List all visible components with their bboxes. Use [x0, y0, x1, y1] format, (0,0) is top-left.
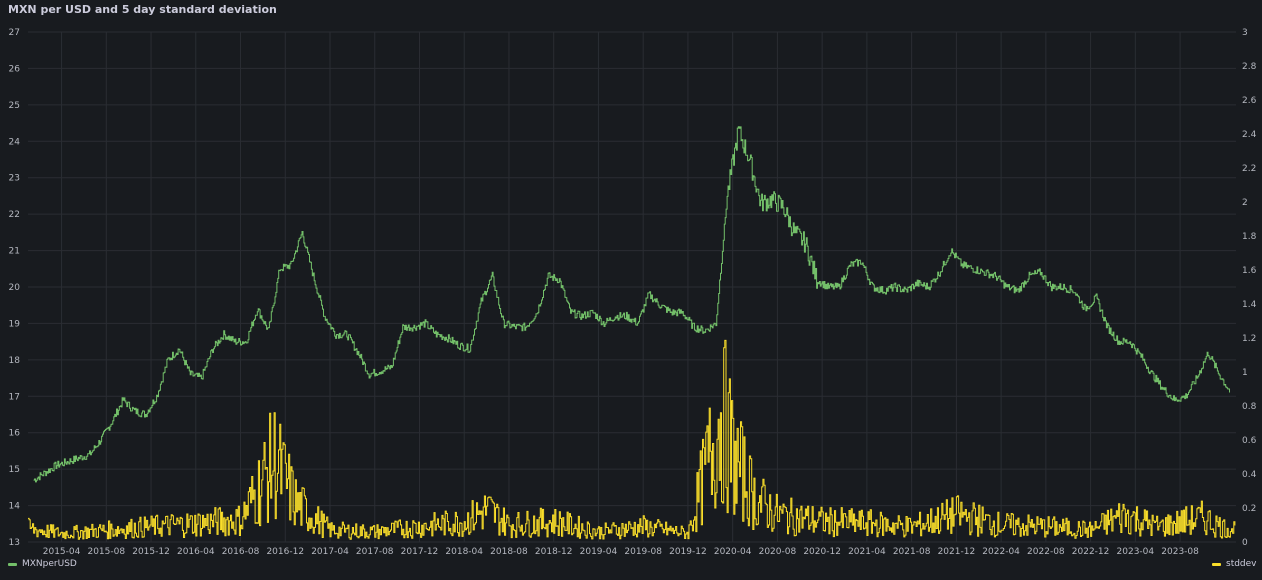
x-tick-label: 2021-08 [893, 547, 931, 557]
right-tick-label: 0.2 [1242, 504, 1256, 514]
right-tick-label: 3 [1242, 28, 1248, 38]
x-tick-label: 2023-08 [1161, 547, 1199, 557]
legend-label-stddev: stddev [1226, 559, 1257, 569]
x-tick-label: 2015-12 [132, 547, 170, 557]
right-tick-label: 2.6 [1242, 96, 1257, 106]
right-tick-label: 1.6 [1242, 266, 1257, 276]
x-tick-label: 2016-04 [177, 547, 215, 557]
series-layer [28, 126, 1236, 540]
x-tick-label: 2022-08 [1027, 547, 1065, 557]
legend-item-mxnperusd[interactable]: MXNperUSD [8, 559, 77, 569]
x-tick-label: 2017-04 [311, 547, 349, 557]
left-tick-label: 16 [9, 429, 21, 439]
stddev-swatch [1212, 562, 1221, 566]
x-tick-label: 2018-04 [445, 547, 483, 557]
left-tick-label: 15 [9, 465, 20, 475]
x-tick-label: 2018-12 [535, 547, 573, 557]
left-y-axis: 13 14 15 16 17 18 19 20 21 22 23 24 25 26 27 [9, 28, 21, 548]
x-tick-label: 2015-08 [87, 547, 125, 557]
left-tick-label: 21 [9, 247, 20, 257]
x-tick-label: 2020-12 [803, 547, 841, 557]
left-tick-label: 24 [9, 137, 21, 147]
left-tick-label: 17 [9, 392, 20, 402]
x-tick-label: 2022-04 [982, 547, 1020, 557]
legend-label-mxnperusd: MXNperUSD [22, 559, 77, 569]
mxnperusd-swatch [8, 562, 17, 566]
right-tick-label: 2.4 [1242, 130, 1257, 140]
x-tick-label: 2022-12 [1072, 547, 1110, 557]
x-tick-label: 2021-12 [938, 547, 976, 557]
right-tick-label: 0.4 [1242, 470, 1257, 480]
x-tick-label: 2016-08 [222, 547, 260, 557]
right-y-axis: 0 0.2 0.4 0.6 0.8 1 1.2 1.4 1.6 1.8 2 2.2 2.4 2.6 2.8 3 [1242, 28, 1257, 548]
x-tick-label: 2017-12 [401, 547, 439, 557]
x-tick-label: 2019-12 [669, 547, 707, 557]
x-tick-label: 2015-04 [43, 547, 81, 557]
left-tick-label: 26 [9, 64, 21, 74]
panel-title: MXN per USD and 5 day standard deviation [8, 3, 277, 16]
x-tick-label: 2020-04 [714, 547, 752, 557]
right-tick-label: 1 [1242, 368, 1248, 378]
right-tick-label: 2 [1242, 198, 1248, 208]
x-tick-label: 2017-08 [356, 547, 394, 557]
left-tick-label: 22 [9, 210, 20, 220]
x-tick-label: 2018-08 [490, 547, 528, 557]
right-tick-label: 2.8 [1242, 62, 1257, 72]
left-tick-label: 23 [9, 174, 20, 184]
left-tick-label: 18 [9, 356, 21, 366]
series-line-mxnperusd [33, 126, 1230, 483]
left-tick-label: 13 [9, 538, 20, 548]
x-tick-label: 2020-08 [759, 547, 797, 557]
right-tick-label: 0 [1242, 538, 1248, 548]
right-tick-label: 1.2 [1242, 334, 1256, 344]
legend-item-stddev[interactable]: stddev [1212, 559, 1257, 569]
left-tick-label: 27 [9, 28, 20, 38]
right-tick-label: 0.8 [1242, 402, 1257, 412]
right-tick-label: 2.2 [1242, 164, 1256, 174]
right-tick-label: 0.6 [1242, 436, 1257, 446]
left-tick-label: 25 [9, 101, 20, 111]
right-tick-label: 1.8 [1242, 232, 1257, 242]
x-tick-label: 2023-04 [1117, 547, 1155, 557]
x-tick-label: 2019-04 [580, 547, 618, 557]
grid [28, 31, 1236, 543]
left-tick-label: 14 [9, 502, 21, 512]
left-tick-label: 19 [9, 319, 21, 329]
x-tick-label: 2019-08 [624, 547, 662, 557]
x-tick-label: 2016-12 [266, 547, 304, 557]
x-axis: 2015-04 2015-08 2015-12 2016-04 2016-08 2016-… [43, 547, 1199, 557]
left-tick-label: 20 [9, 283, 21, 293]
x-tick-label: 2021-04 [848, 547, 886, 557]
right-tick-label: 1.4 [1242, 300, 1257, 310]
series-line-stddev [28, 339, 1236, 540]
